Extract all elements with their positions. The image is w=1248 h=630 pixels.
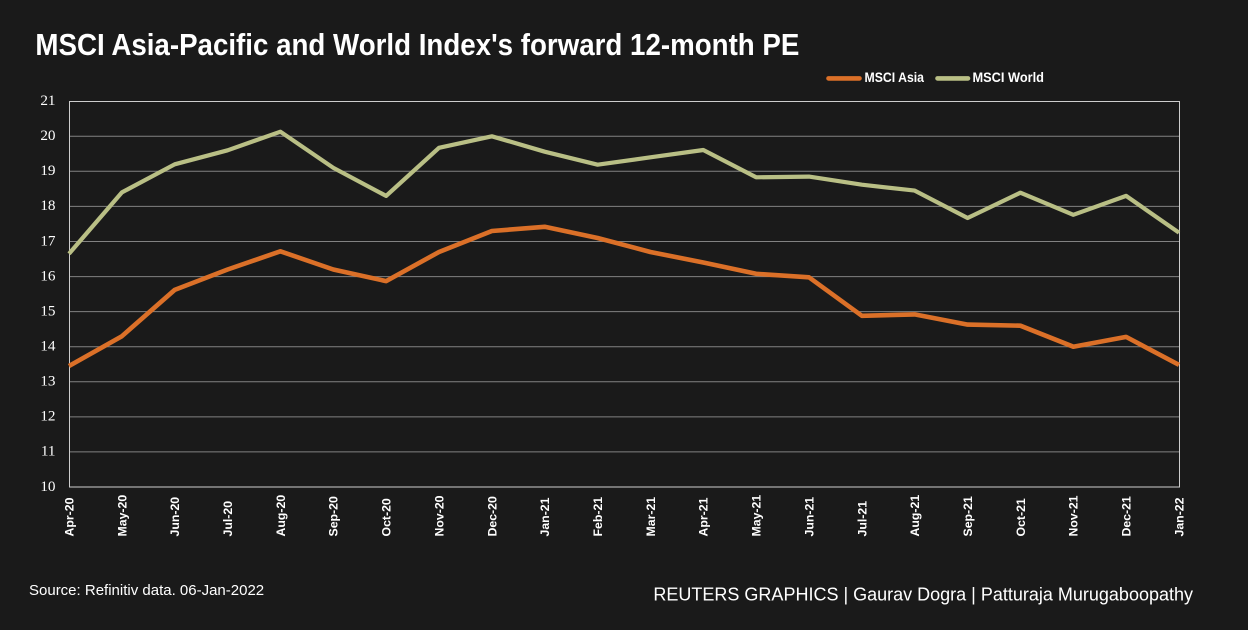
svg-text:Nov-20: Nov-20 <box>432 495 446 536</box>
svg-text:Jul-20: Jul-20 <box>221 501 235 537</box>
svg-text:14: 14 <box>40 338 56 355</box>
svg-text:Jan-22: Jan-22 <box>1172 497 1186 536</box>
svg-text:MSCI Asia: MSCI Asia <box>865 70 925 85</box>
svg-text:Oct-20: Oct-20 <box>380 498 394 536</box>
svg-text:Oct-21: Oct-21 <box>1014 498 1028 536</box>
svg-text:16: 16 <box>40 267 56 284</box>
svg-text:17: 17 <box>40 232 56 249</box>
svg-text:Feb-21: Feb-21 <box>591 497 605 537</box>
svg-text:Jun-20: Jun-20 <box>168 497 182 537</box>
svg-text:18: 18 <box>40 197 56 214</box>
svg-text:Aug-20: Aug-20 <box>274 495 288 537</box>
svg-text:Sep-20: Sep-20 <box>327 496 341 536</box>
svg-text:Apr-20: Apr-20 <box>62 497 76 536</box>
svg-text:MSCI Asia-Pacific and World In: MSCI Asia-Pacific and World Index's forw… <box>35 27 799 62</box>
svg-text:11: 11 <box>41 443 56 460</box>
svg-text:Dec-21: Dec-21 <box>1120 496 1134 536</box>
svg-text:12: 12 <box>40 408 55 425</box>
svg-text:20: 20 <box>40 127 56 144</box>
svg-text:MSCI World: MSCI World <box>973 70 1045 85</box>
svg-text:Mar-21: Mar-21 <box>644 497 658 537</box>
svg-text:Sep-21: Sep-21 <box>961 496 975 536</box>
svg-text:Source: Refinitiv data. 06-Jan: Source: Refinitiv data. 06-Jan-2022 <box>29 582 264 599</box>
svg-text:Jan-21: Jan-21 <box>538 497 552 536</box>
svg-text:Jun-21: Jun-21 <box>802 497 816 537</box>
svg-text:19: 19 <box>40 162 55 179</box>
svg-text:Apr-21: Apr-21 <box>697 497 711 536</box>
svg-text:Aug-21: Aug-21 <box>908 495 922 537</box>
svg-text:May-20: May-20 <box>115 495 129 537</box>
svg-text:REUTERS GRAPHICS | Gaurav Dogr: REUTERS GRAPHICS | Gaurav Dogra | Pattur… <box>653 585 1193 605</box>
svg-text:13: 13 <box>40 373 55 390</box>
svg-text:Jul-21: Jul-21 <box>855 501 869 537</box>
svg-text:21: 21 <box>40 92 55 109</box>
svg-text:Nov-21: Nov-21 <box>1067 495 1081 536</box>
svg-text:Dec-20: Dec-20 <box>485 496 499 536</box>
svg-text:15: 15 <box>40 302 55 319</box>
svg-text:10: 10 <box>40 478 56 495</box>
svg-text:May-21: May-21 <box>750 495 764 537</box>
